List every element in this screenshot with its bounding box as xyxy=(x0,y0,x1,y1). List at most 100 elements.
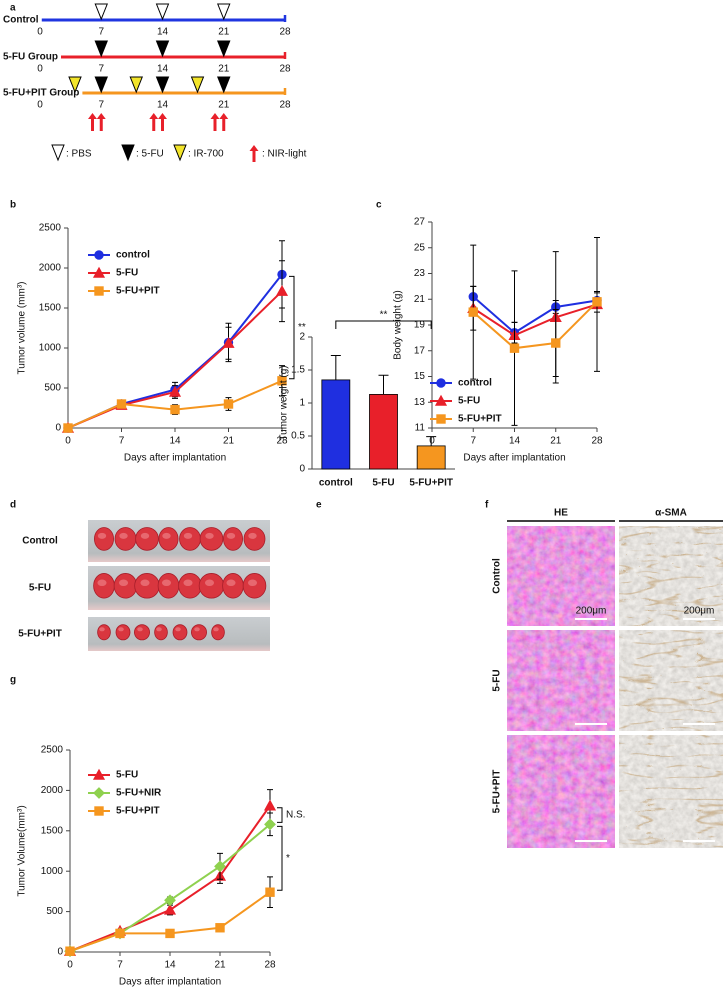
tumor xyxy=(222,527,243,551)
point xyxy=(170,404,180,415)
x-tick-label: 21 xyxy=(550,436,562,447)
he-image xyxy=(507,735,615,848)
y-tick-label: 11 xyxy=(415,423,426,434)
tumor xyxy=(243,527,266,551)
tumor xyxy=(154,624,168,641)
significance-bracket xyxy=(335,320,432,329)
pbs-marker xyxy=(94,3,108,21)
x-tick-label: 21 xyxy=(223,436,235,447)
y-tick-label: 1500 xyxy=(39,303,62,314)
row-label: 5-FU xyxy=(492,669,503,691)
scale-label: 200μm xyxy=(684,606,715,617)
fu-marker xyxy=(217,40,231,58)
tumor-highlight xyxy=(205,532,214,539)
y-tick-label: 1.5 xyxy=(291,365,305,376)
tumor xyxy=(97,624,111,641)
sma-fibers xyxy=(619,630,723,731)
point xyxy=(168,385,182,397)
he-image xyxy=(507,526,615,626)
point xyxy=(277,376,287,386)
day-label: 0 xyxy=(37,100,43,111)
tumor-highlight xyxy=(137,627,143,632)
row-label: 5-FU xyxy=(29,583,51,594)
significance-label: * xyxy=(286,853,290,864)
point xyxy=(164,894,176,907)
y-tick-label: 1500 xyxy=(41,825,64,836)
x-tick-label: 28 xyxy=(276,436,288,447)
y-tick-label: 2 xyxy=(299,332,305,343)
row-label: 5-FU+PIT xyxy=(492,770,503,814)
y-axis-label: Tumor volume (mm³) xyxy=(17,282,28,375)
error-bar xyxy=(330,354,341,380)
y-axis-label: Tumor weight (g) xyxy=(279,365,290,440)
x-tick-label: 7 xyxy=(119,436,125,447)
tumor-highlight xyxy=(183,532,193,539)
column-header: HE xyxy=(554,508,568,519)
tumor-highlight xyxy=(118,579,129,587)
row-label: Control xyxy=(22,536,58,547)
day-label: 14 xyxy=(157,27,169,38)
nir-arrow xyxy=(88,113,97,131)
tumor xyxy=(222,573,244,599)
tumor-highlight xyxy=(175,627,181,632)
legend-label: 5-FU+PIT xyxy=(116,286,160,297)
series-line xyxy=(472,303,598,337)
day-label: 7 xyxy=(98,100,104,111)
day-label: 14 xyxy=(157,64,169,75)
day-label: 0 xyxy=(37,64,43,75)
point xyxy=(63,423,73,433)
day-label: 7 xyxy=(98,64,104,75)
panel-label: f xyxy=(485,500,489,511)
tumor-highlight xyxy=(194,627,200,632)
tumor xyxy=(93,573,115,599)
legend-marker xyxy=(93,787,105,799)
he-image xyxy=(507,630,615,731)
legend-label: 5-FU xyxy=(116,268,138,279)
point xyxy=(275,284,289,296)
fu-marker xyxy=(217,76,231,94)
significance-label: N.S. xyxy=(286,810,305,821)
legend-marker xyxy=(94,250,104,260)
y-axis-label: Tumor Volume(mm³) xyxy=(17,805,28,896)
legend-label: : NIR-light xyxy=(262,149,307,160)
y-tick-label: 2000 xyxy=(41,785,64,796)
legend-marker xyxy=(434,394,448,406)
x-tick-label: 14 xyxy=(164,960,176,971)
legend-marker xyxy=(94,286,104,296)
legend-marker xyxy=(92,768,106,780)
tumor-highlight xyxy=(162,532,171,539)
nir-arrow xyxy=(96,113,106,131)
point xyxy=(592,297,602,307)
y-tick-label: 23 xyxy=(414,268,426,279)
panel-label: a xyxy=(10,3,16,14)
x-tick-label: 14 xyxy=(509,436,521,447)
tumor-highlight xyxy=(119,532,128,539)
tumor xyxy=(114,527,137,551)
pbs-marker xyxy=(51,144,65,162)
tumor-highlight xyxy=(183,579,193,587)
y-tick-label: 1000 xyxy=(39,343,62,354)
row-label: Control xyxy=(492,558,503,594)
legend-marker xyxy=(436,414,446,424)
row-label: 5-FU+PIT xyxy=(18,629,62,640)
day-label: 28 xyxy=(279,100,291,111)
series-line xyxy=(472,301,598,350)
y-tick-label: 0 xyxy=(55,423,61,434)
panel-label: d xyxy=(10,500,16,511)
x-tick-label: control xyxy=(319,478,353,489)
day-label: 0 xyxy=(37,27,43,38)
point xyxy=(222,336,235,348)
tumor-highlight xyxy=(204,579,215,587)
tumor-highlight xyxy=(226,532,236,539)
y-tick-label: 0.5 xyxy=(291,431,305,442)
tumor xyxy=(113,573,138,599)
point xyxy=(264,818,276,831)
point xyxy=(551,338,561,348)
legend-label: : IR-700 xyxy=(188,149,224,160)
y-tick-label: 500 xyxy=(46,906,63,917)
tumor xyxy=(135,527,159,551)
tumor xyxy=(211,624,225,641)
point xyxy=(165,928,175,939)
tumor-highlight xyxy=(247,579,258,587)
x-tick-label: 5-FU+PIT xyxy=(409,478,453,489)
